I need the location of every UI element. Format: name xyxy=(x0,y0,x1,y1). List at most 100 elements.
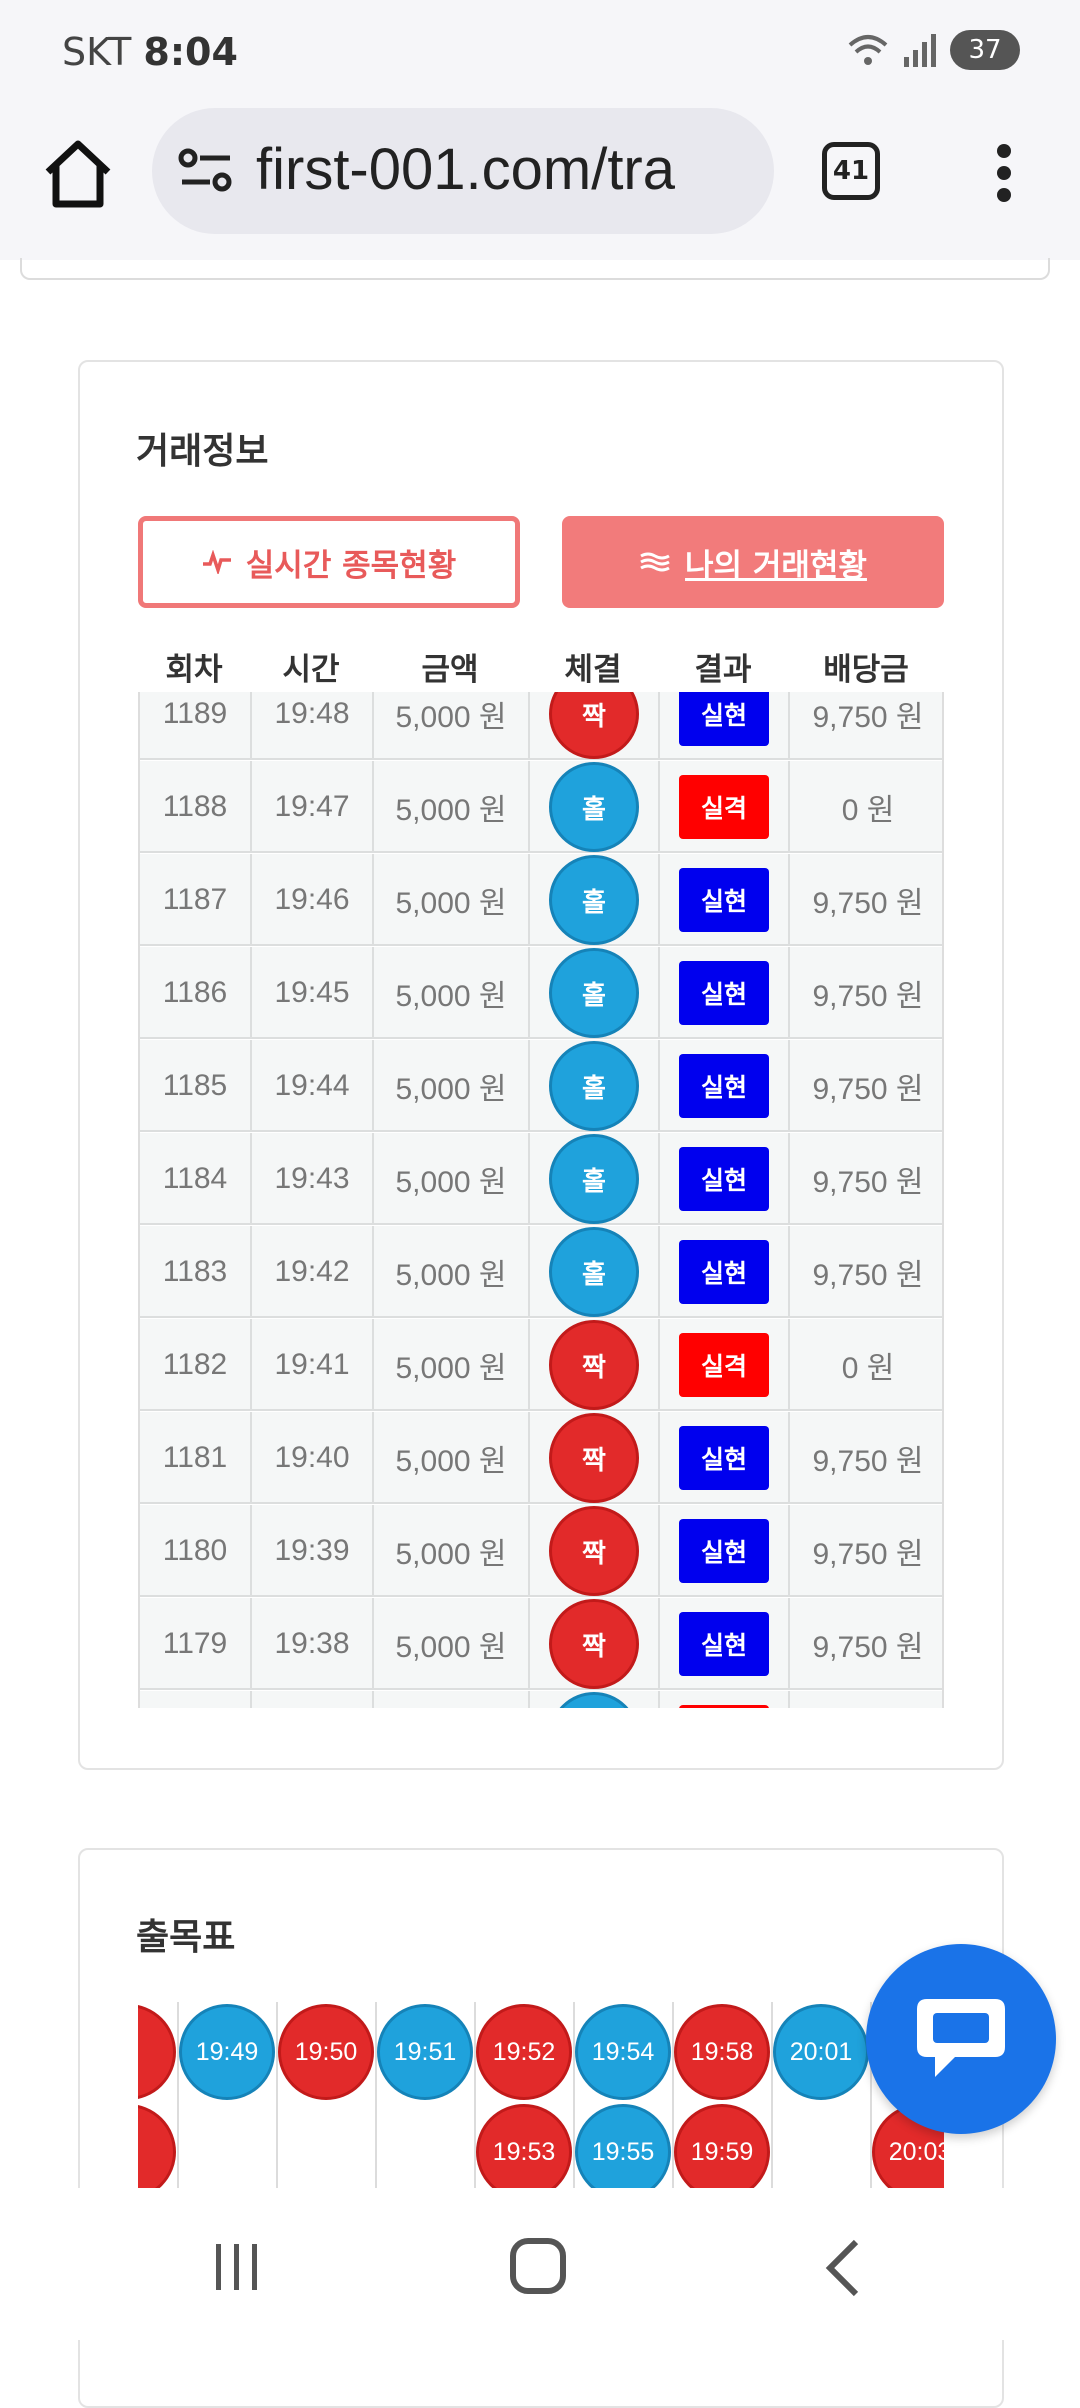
result-badge: 실현 xyxy=(679,692,769,746)
round-cell: 1180 xyxy=(140,1505,252,1597)
grid-column: 19:50 xyxy=(276,2002,374,2222)
table-row: 1189 19:48 5,000 원 짝 실현 9,750 원 xyxy=(140,692,942,760)
site-settings-icon[interactable] xyxy=(178,148,234,194)
pick-cell: 홀 xyxy=(530,1226,660,1318)
pick-ball: 홀 xyxy=(549,1041,639,1131)
time-cell: 19:39 xyxy=(252,1505,374,1597)
carrier-label: SKT xyxy=(62,30,132,74)
amount-cell: 5,000 원 xyxy=(374,1412,530,1504)
grid-ball xyxy=(138,2004,176,2100)
result-cell: 실현 xyxy=(660,1226,790,1318)
result-cell xyxy=(660,1691,790,1708)
result-cell: 실격 xyxy=(660,1319,790,1411)
pick-ball: 홀 xyxy=(549,855,639,945)
time-cell: 19:48 xyxy=(252,692,374,760)
grid-ball: 19:53 xyxy=(476,2104,572,2200)
table-row xyxy=(140,1691,942,1708)
address-bar[interactable]: first-001.com/tra xyxy=(152,108,774,234)
pick-ball: 짝 xyxy=(549,1506,639,1596)
back-icon[interactable] xyxy=(822,2238,862,2298)
time-cell: 19:44 xyxy=(252,1040,374,1132)
amount-cell: 5,000 원 xyxy=(374,761,530,853)
pick-cell: 짝 xyxy=(530,1598,660,1690)
battery-icon: 37 xyxy=(950,30,1020,70)
grid-column: 20:01 xyxy=(771,2002,869,2222)
result-cell: 실현 xyxy=(660,947,790,1039)
more-menu-icon[interactable] xyxy=(994,144,1014,204)
pick-ball: 짝 xyxy=(549,1320,639,1410)
grid-column: 19:58 19:59 xyxy=(672,2002,770,2222)
grid-ball: 19:54 xyxy=(575,2004,671,2100)
result-badge: 실현 xyxy=(679,1612,769,1676)
amount-cell: 5,000 원 xyxy=(374,692,530,760)
result-badge: 실현 xyxy=(679,868,769,932)
amount-cell: 5,000 원 xyxy=(374,1598,530,1690)
round-cell: 1179 xyxy=(140,1598,252,1690)
grid-column xyxy=(138,2002,176,2222)
time-cell: 19:43 xyxy=(252,1133,374,1225)
results-chart-title: 출목표 xyxy=(136,1917,236,1958)
pick-cell: 홀 xyxy=(530,947,660,1039)
result-cell: 실현 xyxy=(660,1040,790,1132)
amount-cell: 5,000 원 xyxy=(374,947,530,1039)
result-cell: 실현 xyxy=(660,854,790,946)
trade-info-title: 거래정보 xyxy=(136,431,269,472)
pick-ball xyxy=(549,1692,639,1708)
my-trades-button[interactable]: 나의 거래현황 xyxy=(562,516,944,608)
header-amount: 금액 xyxy=(421,652,479,688)
round-cell: 1188 xyxy=(140,761,252,853)
pick-cell: 홀 xyxy=(530,761,660,853)
grid-ball: 20:01 xyxy=(773,2004,869,2100)
amount-cell: 5,000 원 xyxy=(374,1226,530,1318)
recent-apps-icon[interactable] xyxy=(212,2242,262,2292)
pick-ball: 홀 xyxy=(549,762,639,852)
pick-ball: 홀 xyxy=(549,1134,639,1224)
time-cell xyxy=(252,1691,374,1708)
round-cell: 1182 xyxy=(140,1319,252,1411)
table-row: 1185 19:44 5,000 원 홀 실현 9,750 원 xyxy=(140,1040,942,1132)
pick-ball: 짝 xyxy=(549,1413,639,1503)
amount-cell xyxy=(374,1691,530,1708)
grid-ball: 19:50 xyxy=(278,2004,374,2100)
payout-cell: 9,750 원 xyxy=(812,1631,924,1664)
round-cell: 1185 xyxy=(140,1040,252,1132)
header-time: 시간 xyxy=(282,652,340,688)
grid-column: 19:49 xyxy=(177,2002,275,2222)
home-button-icon[interactable] xyxy=(510,2238,566,2294)
grid-ball: 19:51 xyxy=(377,2004,473,2100)
payout-cell: 9,750 원 xyxy=(812,1073,924,1106)
round-cell: 1187 xyxy=(140,854,252,946)
clock: 8:04 xyxy=(143,30,238,74)
table-row: 1183 19:42 5,000 원 홀 실현 9,750 원 xyxy=(140,1226,942,1318)
amount-cell: 5,000 원 xyxy=(374,854,530,946)
payout-cell: 9,750 원 xyxy=(812,1259,924,1292)
trade-table-body[interactable]: 1189 19:48 5,000 원 짝 실현 9,750 원 1188 19:47 5,000… xyxy=(138,692,944,1708)
result-cell: 실현 xyxy=(660,1505,790,1597)
live-status-button[interactable]: 실시간 종목현황 xyxy=(138,516,520,608)
pick-cell: 홀 xyxy=(530,1133,660,1225)
grid-column: 19:52 19:53 xyxy=(474,2002,572,2222)
time-cell: 19:42 xyxy=(252,1226,374,1318)
status-carrier-time: SKT 8:04 xyxy=(62,30,238,74)
payout-cell: 9,750 원 xyxy=(812,1538,924,1571)
time-cell: 19:46 xyxy=(252,854,374,946)
round-cell: 1181 xyxy=(140,1412,252,1504)
grid-ball: 19:59 xyxy=(674,2104,770,2200)
tab-switcher-button[interactable]: 41 xyxy=(822,142,880,200)
pick-ball: 홀 xyxy=(549,1227,639,1317)
pick-ball: 홀 xyxy=(549,948,639,1038)
home-icon[interactable] xyxy=(40,136,116,212)
pick-cell: 짝 xyxy=(530,1319,660,1411)
signal-icon xyxy=(904,34,936,67)
header-result: 결과 xyxy=(694,652,752,688)
trade-info-card: 거래정보 실시간 종목현황 나의 거래현황 회차 시간 금액 체결 결과 배당금… xyxy=(78,360,1004,1770)
pick-ball: 짝 xyxy=(549,1599,639,1689)
grid-ball: 19:58 xyxy=(674,2004,770,2100)
status-icons: 37 xyxy=(848,30,1020,70)
result-badge: 실격 xyxy=(679,775,769,839)
payout-cell: 9,750 원 xyxy=(812,980,924,1013)
round-cell: 1184 xyxy=(140,1133,252,1225)
chat-button[interactable] xyxy=(866,1944,1056,2134)
header-round: 회차 xyxy=(165,652,223,688)
table-row: 1180 19:39 5,000 원 짝 실현 9,750 원 xyxy=(140,1505,942,1597)
